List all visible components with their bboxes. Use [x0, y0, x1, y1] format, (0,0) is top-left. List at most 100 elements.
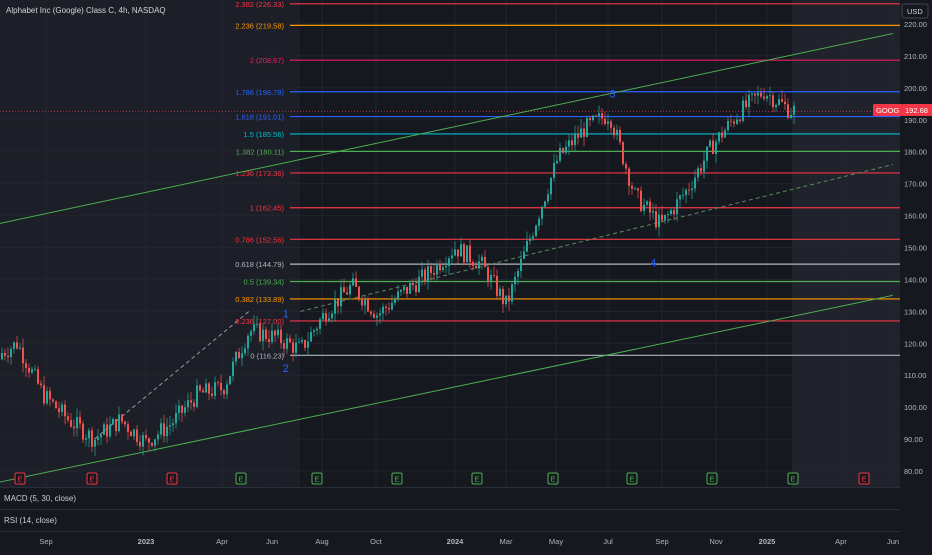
candle — [556, 154, 558, 165]
candle-body — [67, 416, 69, 421]
candle — [346, 286, 348, 296]
x-tick-label: Jun — [266, 537, 278, 546]
candle — [70, 412, 72, 428]
macd-indicator-label[interactable]: MACD (5, 30, close) — [4, 494, 77, 503]
earnings-marker[interactable]: E — [471, 472, 483, 485]
candle — [187, 392, 189, 413]
y-tick-label: 100.00 — [904, 403, 927, 412]
candle — [541, 205, 543, 226]
candle — [409, 279, 411, 295]
candle — [358, 285, 360, 302]
candle — [484, 250, 486, 268]
candle — [313, 328, 315, 337]
candle-body — [433, 272, 435, 275]
candle-body — [427, 266, 429, 282]
candle — [340, 279, 342, 314]
candle — [619, 126, 621, 146]
earnings-marker[interactable]: E — [86, 472, 98, 485]
candle-body — [160, 423, 162, 435]
candle-body — [757, 92, 759, 96]
candle — [754, 92, 756, 104]
candle — [574, 125, 576, 153]
candle-body — [346, 292, 348, 295]
candle — [403, 286, 405, 294]
candle — [535, 224, 537, 238]
candle — [592, 114, 594, 123]
candle-body — [478, 261, 480, 269]
candle-body — [460, 244, 462, 257]
earnings-marker[interactable]: E — [706, 472, 718, 485]
rsi-indicator-label[interactable]: RSI (14, close) — [4, 516, 57, 525]
earnings-marker[interactable]: E — [166, 472, 178, 485]
candle-body — [226, 384, 228, 395]
candle-body — [514, 276, 516, 285]
earnings-marker-letter: E — [17, 475, 22, 484]
candle-body — [382, 306, 384, 314]
candle-body — [307, 341, 309, 348]
candle — [100, 433, 102, 445]
candle — [757, 85, 759, 105]
candle-body — [739, 119, 741, 121]
candle — [430, 262, 432, 281]
earnings-marker-letter: E — [474, 475, 479, 484]
candle — [745, 93, 747, 110]
candle-body — [454, 249, 456, 256]
candle-body — [79, 417, 81, 424]
earnings-marker[interactable]: E — [626, 472, 638, 485]
earnings-marker[interactable]: E — [787, 472, 799, 485]
earnings-marker[interactable]: E — [311, 472, 323, 485]
candle — [31, 366, 33, 375]
candle-body — [352, 278, 354, 286]
fib-level-label: 1.236 (173.36) — [235, 169, 284, 178]
candle — [103, 421, 105, 436]
candle-body — [355, 278, 357, 287]
candle — [508, 287, 510, 311]
badge-price: 192.68 — [905, 106, 928, 115]
candle-body — [358, 286, 360, 299]
candle — [85, 434, 87, 447]
candle — [220, 374, 222, 396]
candle — [238, 348, 240, 359]
candle-body — [442, 267, 444, 271]
candle — [643, 198, 645, 216]
candle — [589, 115, 591, 127]
candle-body — [577, 134, 579, 138]
candle — [160, 418, 162, 439]
candle-body — [673, 210, 675, 215]
earnings-marker[interactable]: E — [14, 472, 26, 485]
candle — [190, 391, 192, 410]
candle — [271, 323, 273, 345]
x-tick-label: Jun — [887, 537, 899, 546]
earnings-marker-letter: E — [629, 475, 634, 484]
candle-body — [328, 318, 330, 322]
candle-body — [100, 434, 102, 438]
earnings-marker[interactable]: E — [235, 472, 247, 485]
candle — [364, 294, 366, 315]
earnings-marker[interactable]: E — [391, 472, 403, 485]
candle-body — [532, 236, 534, 239]
candle — [712, 132, 714, 155]
candle-body — [274, 330, 276, 336]
candle — [727, 116, 729, 133]
candle-body — [43, 385, 45, 404]
candle-body — [748, 94, 750, 108]
candle — [538, 216, 540, 231]
candle-body — [484, 256, 486, 268]
candle-body — [493, 275, 495, 276]
currency-button[interactable]: USD — [901, 3, 929, 19]
candle-body — [769, 95, 771, 97]
candle-body — [778, 99, 780, 105]
earnings-marker[interactable]: E — [547, 472, 559, 485]
candle-body — [397, 291, 399, 300]
earnings-marker-box — [86, 472, 98, 485]
earnings-marker-letter: E — [709, 475, 714, 484]
future-shade — [792, 0, 900, 487]
earnings-marker-box — [626, 472, 638, 485]
candle-body — [214, 382, 216, 396]
candle-body — [130, 431, 132, 437]
candle-body — [448, 258, 450, 266]
candle — [379, 308, 381, 324]
candle-body — [61, 404, 63, 412]
earnings-marker[interactable]: E — [858, 472, 870, 485]
